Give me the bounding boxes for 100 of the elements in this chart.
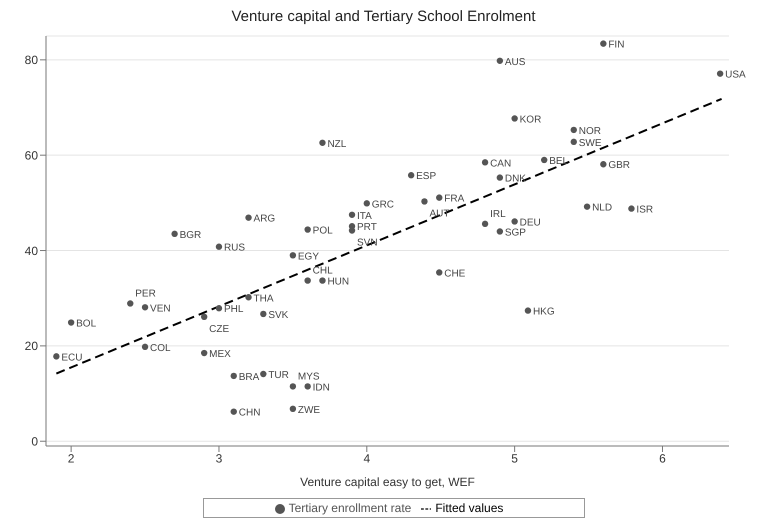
- point: [230, 372, 237, 380]
- point: [482, 220, 488, 228]
- annotation: SVK: [268, 310, 289, 321]
- point: [142, 304, 148, 310]
- y-tick-label: 40: [24, 244, 38, 258]
- annotation: MYS: [298, 371, 320, 382]
- annotation: ZWE: [298, 404, 320, 416]
- point: [290, 383, 296, 390]
- point: [716, 70, 724, 77]
- y-tick-label: 0: [31, 434, 38, 448]
- annotation: PRT: [357, 222, 377, 234]
- annotation: MEX: [209, 349, 232, 360]
- point: [171, 230, 178, 238]
- point: [319, 140, 326, 146]
- point: [260, 310, 267, 318]
- legend-label: Tertiary enrollment rate: [288, 501, 412, 515]
- annotation: BRA: [238, 372, 260, 383]
- point: [348, 227, 356, 234]
- x-tick-label: 4: [363, 452, 370, 466]
- annotation: CHN: [238, 408, 260, 419]
- annotation: KOR: [520, 114, 542, 126]
- annotation: BEL: [549, 156, 569, 167]
- point: [628, 205, 635, 212]
- point: [436, 194, 442, 201]
- annotation: COL: [150, 342, 172, 354]
- point: [290, 252, 296, 258]
- point: [570, 126, 577, 134]
- x-tick-label: 3: [216, 452, 223, 466]
- annotation: FRA: [444, 194, 465, 205]
- annotation: FIN: [608, 40, 624, 51]
- annotation: TUR: [268, 370, 289, 382]
- annotation: NZL: [327, 138, 347, 150]
- point: [348, 212, 356, 218]
- point: [496, 228, 504, 235]
- legend-label: Fitted values: [435, 501, 504, 515]
- point: [127, 300, 134, 307]
- chart-title: Venture capital and Tertiary School Enrolment: [230, 8, 537, 27]
- annotation: USA: [725, 70, 746, 81]
- annotation: IRL: [490, 208, 506, 220]
- point: [290, 406, 296, 412]
- point: [584, 203, 590, 210]
- annotation: ARG: [254, 214, 276, 225]
- point: [68, 319, 74, 326]
- point: [304, 277, 311, 284]
- annotation: CHE: [444, 268, 466, 280]
- annotation: POL: [312, 226, 334, 237]
- point: [496, 58, 504, 64]
- point: [511, 115, 518, 122]
- y-tick-label: 80: [24, 53, 38, 68]
- point: [200, 314, 208, 320]
- annotation: PER: [135, 288, 156, 300]
- point: [408, 172, 414, 178]
- point: [524, 307, 532, 314]
- point: [511, 218, 518, 225]
- point: [421, 198, 428, 205]
- x-tick-label: 6: [659, 452, 666, 466]
- point: [364, 200, 370, 207]
- annotation: CZE: [209, 324, 230, 335]
- point: [245, 214, 252, 221]
- annotation: ESP: [416, 171, 436, 182]
- annotation: ISR: [636, 204, 654, 216]
- annotation: DNK: [504, 174, 526, 185]
- annotation: GRC: [372, 199, 394, 210]
- annotation: ITA: [357, 210, 372, 222]
- point: [541, 156, 548, 164]
- point: [436, 269, 442, 276]
- point: [216, 305, 222, 312]
- annotation: NOR: [578, 126, 602, 137]
- annotation: THA: [254, 293, 274, 304]
- annotation: SWE: [578, 138, 602, 149]
- annotation: PHL: [224, 304, 244, 316]
- point: [304, 226, 311, 233]
- annotation: CHL: [312, 266, 334, 277]
- point: [600, 161, 607, 168]
- y-tick-label: 60: [24, 148, 38, 162]
- point: [319, 277, 326, 284]
- y-tick-label: 20: [24, 339, 38, 354]
- point: [53, 353, 60, 360]
- annotation: ECU: [61, 352, 82, 364]
- point: [304, 383, 311, 390]
- point: [230, 408, 237, 415]
- point: [260, 370, 267, 378]
- point: [245, 294, 252, 300]
- point: [142, 344, 148, 350]
- annotation: IDN: [312, 382, 330, 394]
- annotation: NLD: [592, 202, 612, 214]
- point: [482, 159, 488, 166]
- point: [216, 244, 222, 250]
- point: [600, 40, 607, 47]
- point: [496, 174, 504, 181]
- annotation: HUN: [327, 276, 350, 288]
- annotation: AUS: [504, 56, 526, 68]
- annotation: HKG: [532, 306, 555, 318]
- point: [200, 350, 208, 356]
- annotation: SGP: [504, 227, 526, 238]
- annotation: RUS: [224, 242, 246, 254]
- point: [570, 138, 577, 146]
- x-axis-title: Venture capital easy to get, WEF: [300, 475, 475, 489]
- annotation: CAN: [490, 158, 512, 170]
- annotation: VEN: [150, 303, 171, 314]
